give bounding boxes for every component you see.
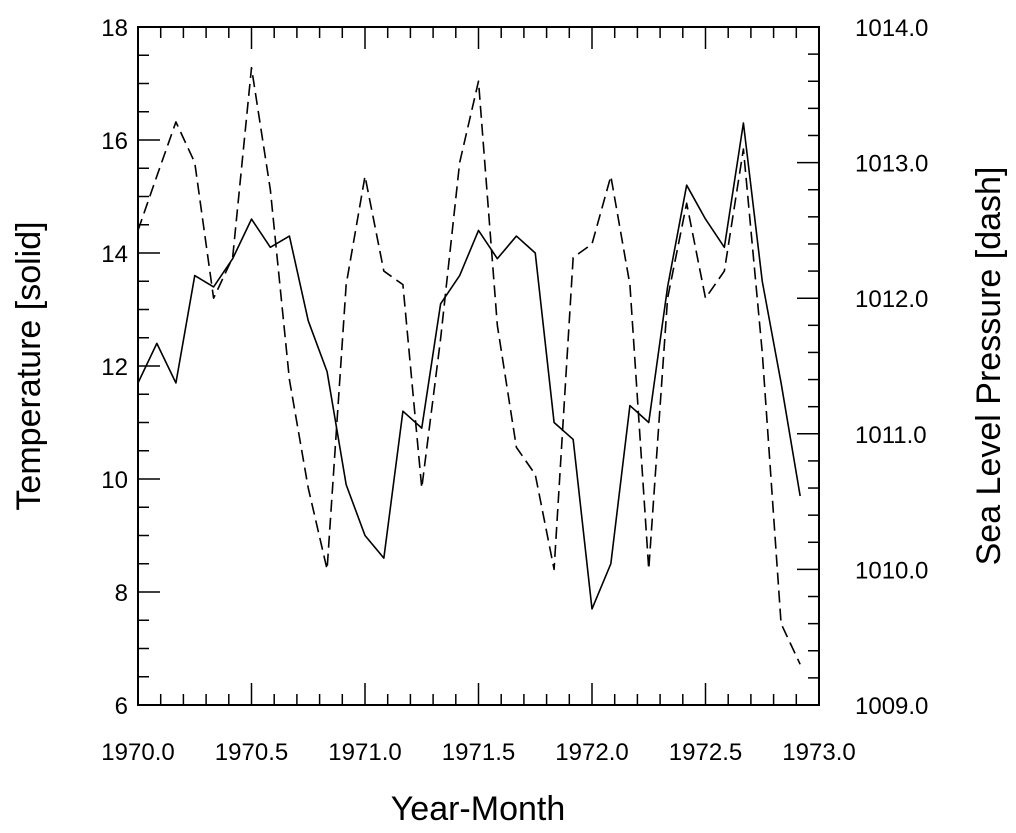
- y-left-tick-label: 12: [101, 354, 128, 381]
- x-tick-label: 1972.5: [669, 739, 742, 766]
- x-tick-label: 1971.5: [442, 739, 515, 766]
- y-left-tick-label: 18: [101, 15, 128, 42]
- x-axis-title: Year-Month: [391, 790, 566, 828]
- y-left-tick-label: 10: [101, 467, 128, 494]
- y-right-tick-label: 1013.0: [855, 151, 928, 178]
- y-right-tick-label: 1009.0: [855, 693, 928, 720]
- y-right-tick-label: 1012.0: [855, 286, 928, 313]
- y-right-tick-label: 1011.0: [855, 422, 927, 449]
- right-y-axis-title: Sea Level Pressure [dash]: [970, 167, 1008, 566]
- x-tick-label: 1972.0: [555, 739, 628, 766]
- y-right-tick-label: 1010.0: [855, 557, 928, 584]
- x-tick-label: 1971.0: [328, 739, 401, 766]
- y-left-tick-label: 14: [101, 241, 128, 268]
- left-y-axis-title: Temperature [solid]: [10, 221, 48, 510]
- temperature-line: [137, 122, 801, 610]
- x-tick-label: 1973.0: [782, 739, 855, 766]
- y-left-tick-label: 16: [101, 128, 128, 155]
- y-right-tick-label: 1014.0: [855, 15, 928, 42]
- series-lines: [137, 66, 801, 665]
- plot-frame: [137, 26, 820, 706]
- x-tick-label: 1970.5: [215, 739, 288, 766]
- tick-labels: 1970.0 1970.5 1971.0 1971.5 1972.0 1972.5 1973…: [101, 15, 928, 766]
- axis-ticks: [137, 26, 820, 706]
- y-left-tick-label: 6: [115, 693, 128, 720]
- x-tick-label: 1970.0: [101, 739, 174, 766]
- y-left-tick-label: 8: [115, 580, 128, 607]
- sea-level-pressure-line: [137, 66, 801, 665]
